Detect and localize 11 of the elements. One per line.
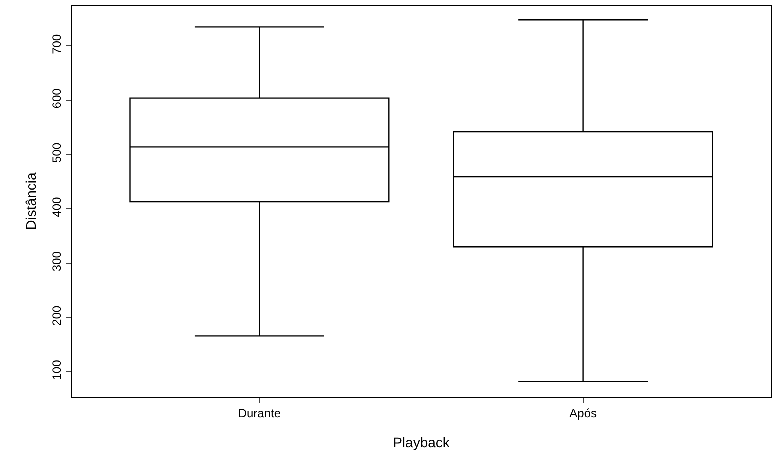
x-tick-label: Após (570, 406, 597, 420)
y-tick-label: 300 (50, 251, 64, 272)
y-tick-label: 600 (50, 88, 64, 109)
y-tick-label: 100 (50, 360, 64, 380)
x-tick-label: Durante (238, 406, 282, 420)
y-tick-label: 200 (50, 306, 64, 326)
y-tick-label: 500 (50, 142, 64, 164)
x-axis-title: Playback (393, 434, 451, 451)
y-tick-label: 400 (50, 196, 64, 218)
y-axis-title: Distância (22, 172, 39, 230)
y-tick-label: 700 (50, 34, 64, 54)
